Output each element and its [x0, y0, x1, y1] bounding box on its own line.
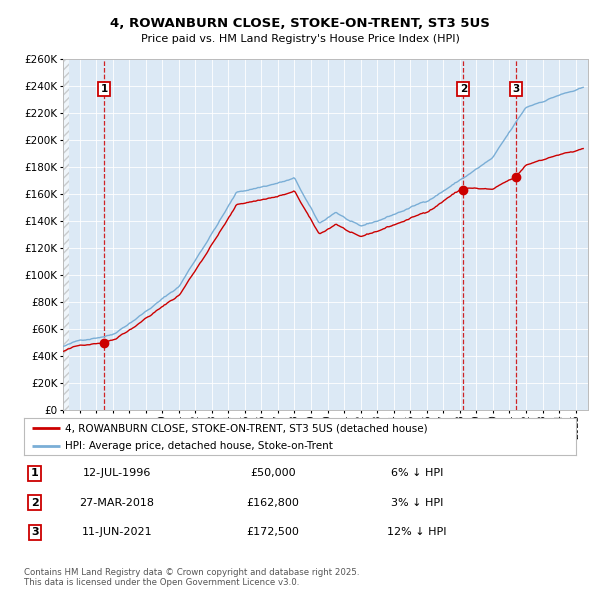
Text: 3: 3 — [31, 527, 38, 537]
Text: £172,500: £172,500 — [247, 527, 299, 537]
Text: 4, ROWANBURN CLOSE, STOKE-ON-TRENT, ST3 5US (detached house): 4, ROWANBURN CLOSE, STOKE-ON-TRENT, ST3 … — [65, 424, 428, 433]
Text: £50,000: £50,000 — [250, 468, 296, 478]
Text: 12-JUL-1996: 12-JUL-1996 — [83, 468, 151, 478]
Text: 1: 1 — [101, 84, 108, 94]
Text: 27-MAR-2018: 27-MAR-2018 — [79, 498, 155, 507]
Text: 3: 3 — [513, 84, 520, 94]
Text: 11-JUN-2021: 11-JUN-2021 — [82, 527, 152, 537]
Text: 4, ROWANBURN CLOSE, STOKE-ON-TRENT, ST3 5US: 4, ROWANBURN CLOSE, STOKE-ON-TRENT, ST3 … — [110, 17, 490, 30]
Text: Contains HM Land Registry data © Crown copyright and database right 2025.
This d: Contains HM Land Registry data © Crown c… — [24, 568, 359, 587]
Text: 2: 2 — [31, 498, 38, 507]
Text: 2: 2 — [460, 84, 467, 94]
Text: 12% ↓ HPI: 12% ↓ HPI — [387, 527, 447, 537]
Text: 1: 1 — [31, 468, 38, 478]
Text: 3% ↓ HPI: 3% ↓ HPI — [391, 498, 443, 507]
Text: £162,800: £162,800 — [247, 498, 299, 507]
Text: 6% ↓ HPI: 6% ↓ HPI — [391, 468, 443, 478]
Text: Price paid vs. HM Land Registry's House Price Index (HPI): Price paid vs. HM Land Registry's House … — [140, 34, 460, 44]
Text: HPI: Average price, detached house, Stoke-on-Trent: HPI: Average price, detached house, Stok… — [65, 441, 333, 451]
Bar — [63, 59, 69, 410]
